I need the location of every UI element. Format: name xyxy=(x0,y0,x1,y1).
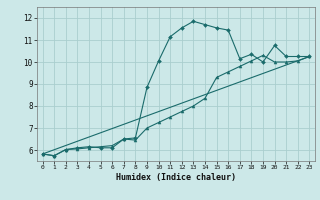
X-axis label: Humidex (Indice chaleur): Humidex (Indice chaleur) xyxy=(116,173,236,182)
